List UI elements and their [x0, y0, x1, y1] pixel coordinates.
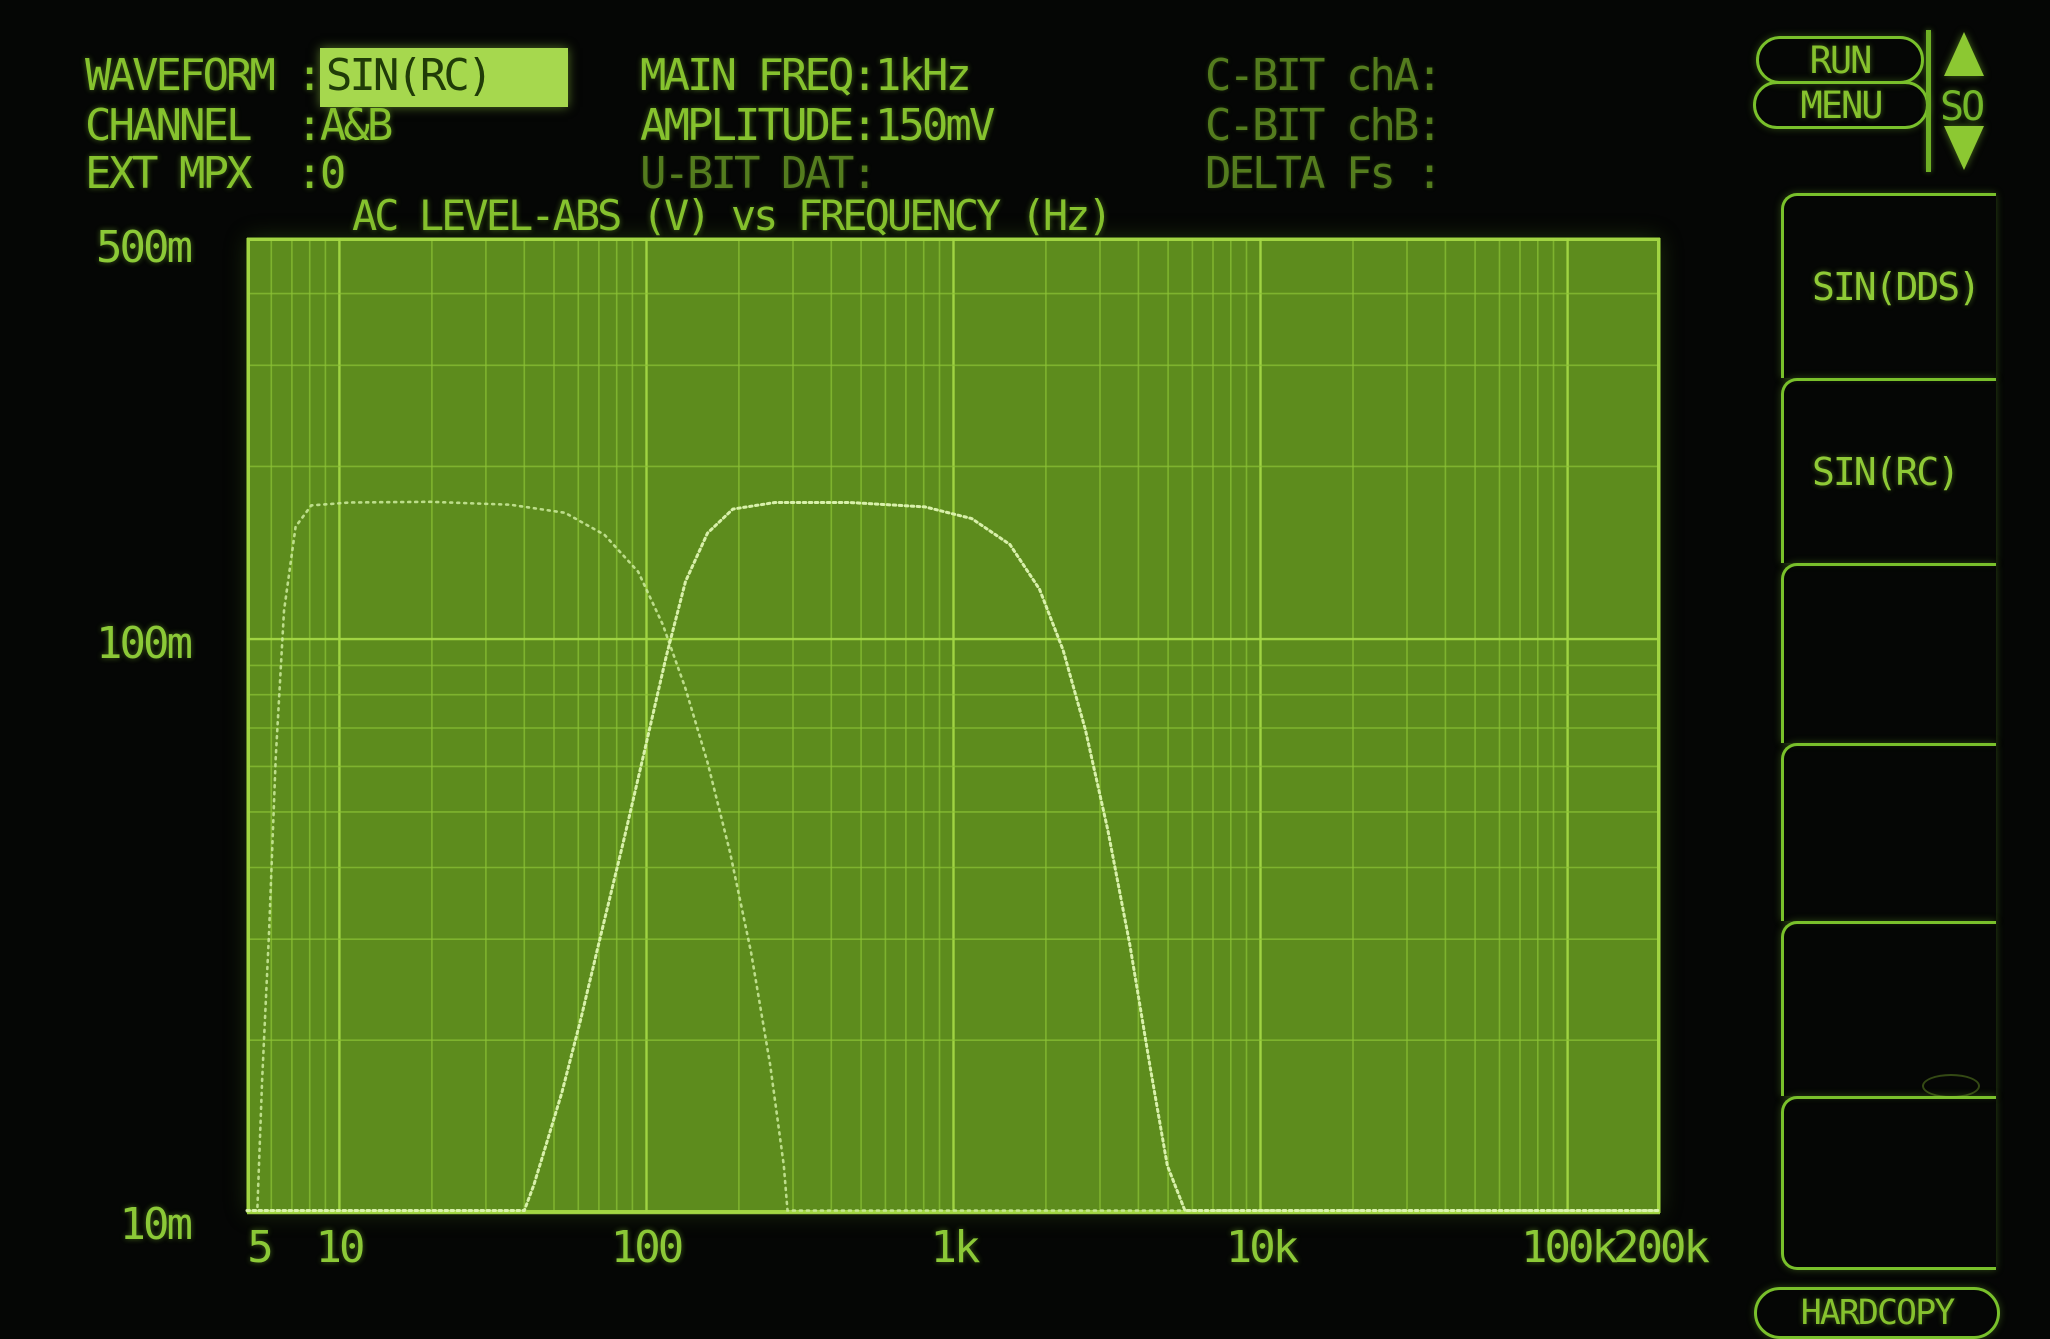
ext-mpx-value-field[interactable]: 0	[319, 148, 346, 199]
x-tick-1k: 1k	[930, 1222, 981, 1273]
ext-mpx-label: EXT MPX :	[85, 148, 323, 199]
scroll-down-icon[interactable]	[1944, 126, 1984, 170]
waveform-value-field[interactable]: SIN(RC)	[319, 48, 569, 107]
x-tick-100: 100	[610, 1222, 685, 1273]
softkey-sin-dds-label: SIN(DDS)	[1812, 265, 1981, 309]
y-tick-100m: 100m	[96, 618, 193, 669]
screen-artifact	[1922, 1074, 1980, 1098]
channel-row: CHANNEL :A&B	[85, 100, 394, 151]
x-tick-100k: 100k	[1521, 1222, 1618, 1273]
x-tick-5: 5	[247, 1222, 273, 1273]
softkey-blank-1[interactable]	[1781, 563, 1996, 743]
waveform-label: WAVEFORM :	[85, 50, 323, 101]
menu-button[interactable]: MENU	[1753, 81, 1929, 129]
channel-label: CHANNEL :	[85, 100, 323, 151]
channel-value-field[interactable]: A&B	[319, 100, 394, 151]
main-freq-field: MAIN FREQ:1kHz	[640, 50, 972, 101]
softkey-blank-3[interactable]	[1781, 921, 1996, 1096]
softkey-sin-rc-label: SIN(RC)	[1812, 450, 1960, 494]
x-tick-10k: 10k	[1225, 1222, 1300, 1273]
chart-title: AC LEVEL-ABS (V) vs FREQUENCY (Hz)	[352, 191, 1113, 240]
plot-canvas	[245, 237, 1662, 1215]
delta-fs-field: DELTA Fs :	[1205, 148, 1443, 199]
amplitude-field: AMPLITUDE:150mV	[640, 100, 995, 151]
c-bit-cha-field: C-BIT chA:	[1205, 50, 1443, 101]
y-tick-10m: 10m	[119, 1199, 193, 1250]
softkey-blank-2[interactable]	[1781, 743, 1996, 921]
softkey-sin-rc[interactable]: SIN(RC)	[1781, 378, 1996, 563]
so-label: SO	[1940, 84, 1985, 130]
scroll-separator	[1926, 30, 1931, 172]
x-tick-10: 10	[315, 1222, 366, 1273]
frequency-response-plot	[245, 237, 1662, 1215]
scroll-up-icon[interactable]	[1944, 32, 1984, 76]
y-tick-500m: 500m	[96, 222, 193, 273]
u-bit-dat-field: U-BIT DAT:	[640, 148, 878, 199]
ext-mpx-row: EXT MPX :0	[85, 148, 346, 199]
run-button[interactable]: RUN	[1756, 36, 1924, 84]
curve-mid-band	[245, 501, 1662, 1212]
waveform-row: WAVEFORM : SIN(RC)	[85, 48, 569, 107]
x-tick-200k: 200k	[1613, 1222, 1710, 1273]
softkey-blank-4[interactable]	[1781, 1096, 1996, 1270]
softkey-sin-dds[interactable]: SIN(DDS)	[1781, 193, 1996, 378]
c-bit-chb-field: C-BIT chB:	[1205, 100, 1443, 151]
curve-low-band	[245, 500, 1662, 1212]
hardcopy-button[interactable]: HARDCOPY	[1754, 1287, 2000, 1339]
